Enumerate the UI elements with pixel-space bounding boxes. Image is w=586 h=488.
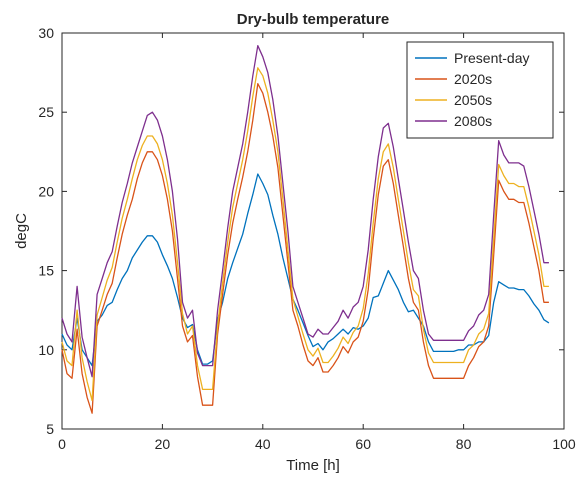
y-tick-label: 30 bbox=[38, 25, 54, 41]
axis-ticks: 0 20 40 60 80 100 5 10 15 20 25 30 bbox=[38, 25, 575, 452]
chart-title: Dry-bulb temperature bbox=[237, 11, 390, 28]
series-line-present-day bbox=[61, 173, 550, 367]
y-tick-label: 5 bbox=[46, 421, 54, 437]
legend: Present-day 2020s 2050s 2080s bbox=[406, 41, 554, 139]
y-tick-label: 15 bbox=[38, 263, 54, 279]
legend-label: Present-day bbox=[454, 50, 529, 66]
x-tick-label: 40 bbox=[255, 436, 271, 452]
series-line-2080s bbox=[61, 45, 549, 378]
x-tick-label: 0 bbox=[58, 436, 66, 452]
x-tick-label: 100 bbox=[552, 436, 576, 452]
y-tick-label: 25 bbox=[38, 104, 54, 120]
legend-label: 2080s bbox=[454, 113, 492, 129]
x-tick-label: 20 bbox=[155, 436, 171, 452]
legend-label: 2020s bbox=[454, 71, 492, 87]
x-axis-label: Time [h] bbox=[286, 457, 340, 474]
series-lines bbox=[61, 45, 550, 414]
series-line-2020s bbox=[61, 83, 549, 414]
y-axis-label: degC bbox=[13, 213, 30, 249]
legend-label: 2050s bbox=[454, 92, 492, 108]
y-tick-label: 20 bbox=[38, 183, 54, 199]
y-tick-label: 10 bbox=[38, 342, 54, 358]
x-tick-label: 80 bbox=[456, 436, 472, 452]
series-line-2050s bbox=[61, 67, 549, 402]
x-tick-label: 60 bbox=[355, 436, 371, 452]
